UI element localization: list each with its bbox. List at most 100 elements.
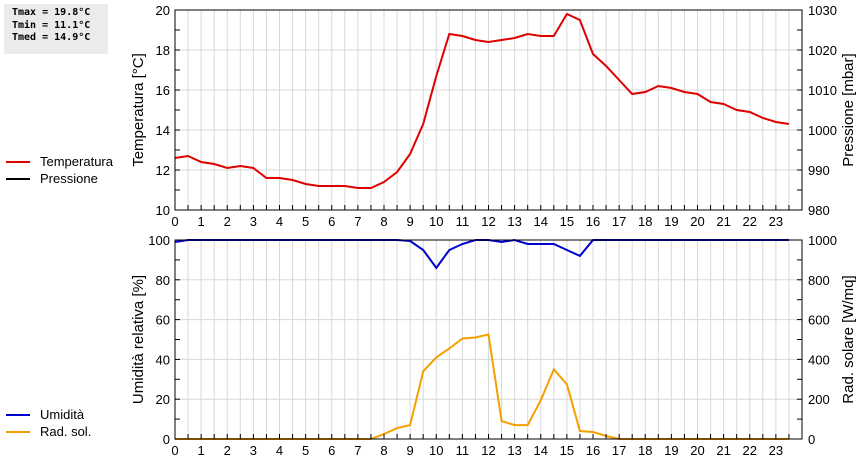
svg-text:5: 5 [302, 443, 309, 458]
svg-text:19: 19 [664, 443, 678, 458]
svg-text:21: 21 [716, 214, 730, 229]
svg-text:980: 980 [808, 203, 830, 218]
svg-text:19: 19 [664, 214, 678, 229]
svg-text:20: 20 [690, 443, 704, 458]
svg-text:800: 800 [808, 273, 830, 288]
svg-text:1030: 1030 [808, 3, 837, 18]
tmin-label: Tmin = 11.1°C [12, 19, 91, 31]
svg-text:13: 13 [507, 443, 521, 458]
svg-text:6: 6 [328, 443, 335, 458]
svg-text:80: 80 [156, 273, 170, 288]
svg-text:100: 100 [148, 233, 170, 248]
legend-item-umidita: Umidità [6, 406, 91, 423]
svg-text:6: 6 [328, 214, 335, 229]
stats-box: Tmax = 19.8°C Tmin = 11.1°C Tmed = 14.9°… [4, 4, 108, 54]
svg-text:3: 3 [250, 443, 257, 458]
legend-label: Rad. sol. [40, 424, 92, 439]
svg-text:9: 9 [407, 443, 414, 458]
umidita-swatch-icon [6, 413, 30, 416]
svg-text:20: 20 [156, 3, 170, 18]
tmed-label: Tmed = 14.9°C [12, 32, 91, 43]
svg-text:2: 2 [224, 443, 231, 458]
svg-text:17: 17 [612, 214, 626, 229]
svg-text:5: 5 [302, 214, 309, 229]
svg-text:0: 0 [171, 214, 178, 229]
svg-text:60: 60 [156, 313, 170, 328]
svg-text:4: 4 [276, 214, 283, 229]
series-line [174, 238, 789, 270]
svg-text:11: 11 [456, 443, 470, 458]
y-axis-title-left: Umidità relativa [%] [130, 275, 147, 404]
svg-text:9: 9 [407, 214, 414, 229]
legend-label: Pressione [40, 171, 98, 186]
svg-text:10: 10 [429, 443, 443, 458]
svg-text:40: 40 [156, 352, 170, 367]
svg-text:1000: 1000 [808, 123, 837, 138]
legend-item-pressione: Pressione [6, 170, 113, 187]
legend-label: Umidità [40, 407, 85, 422]
svg-text:1020: 1020 [808, 43, 837, 58]
svg-text:3: 3 [250, 214, 257, 229]
svg-text:7: 7 [354, 443, 361, 458]
rad-sol-swatch-icon [6, 430, 30, 433]
series-line [174, 12, 790, 189]
svg-text:10: 10 [156, 203, 170, 218]
svg-text:22: 22 [743, 443, 757, 458]
svg-text:13: 13 [507, 214, 521, 229]
temperatura-swatch-icon [6, 160, 30, 163]
legend-item-temperatura: Temperatura [6, 153, 113, 170]
y-axis-title-right: Rad. solare [W/mq] [840, 275, 857, 403]
svg-text:4: 4 [276, 443, 283, 458]
legend-top: Temperatura Pressione [6, 153, 113, 187]
series-line [175, 333, 789, 440]
svg-text:14: 14 [534, 443, 548, 458]
svg-text:20: 20 [156, 392, 170, 407]
svg-text:8: 8 [380, 443, 387, 458]
svg-text:17: 17 [612, 443, 626, 458]
svg-text:400: 400 [808, 352, 830, 367]
svg-text:1: 1 [198, 214, 205, 229]
chart-panel-2: 0 1 2 3 4 5 6 7 8 9 10 11 12 13 14 15 16 17 18 19 20 21 22 2302… [130, 233, 857, 458]
svg-text:990: 990 [808, 163, 830, 178]
svg-text:7: 7 [354, 214, 361, 229]
y-axis-title-right: Pressione [mbar] [840, 53, 857, 166]
svg-text:12: 12 [156, 163, 170, 178]
legend-bottom: Umidità Rad. sol. [6, 406, 91, 440]
svg-text:16: 16 [156, 83, 170, 98]
svg-text:2: 2 [224, 214, 231, 229]
tmax-label: Tmax = 19.8°C [12, 7, 91, 18]
svg-text:0: 0 [163, 432, 170, 447]
svg-text:1010: 1010 [808, 83, 837, 98]
svg-text:16: 16 [586, 214, 600, 229]
chart-panel-1: 0 1 2 3 4 5 6 7 8 9 10 11 12 13 14 15 16 17 18 19 20 21 22 2310… [130, 3, 857, 229]
svg-text:18: 18 [156, 43, 170, 58]
svg-text:10: 10 [429, 214, 443, 229]
svg-text:18: 18 [638, 443, 652, 458]
legend-item-rad-sol: Rad. sol. [6, 423, 91, 440]
svg-text:1: 1 [198, 443, 205, 458]
svg-text:11: 11 [456, 214, 470, 229]
svg-text:15: 15 [560, 214, 574, 229]
svg-text:23: 23 [769, 443, 783, 458]
y-axis-title-left: Temperatura [°C] [130, 53, 147, 167]
svg-text:0: 0 [808, 432, 815, 447]
svg-text:1000: 1000 [808, 233, 837, 248]
svg-text:16: 16 [586, 443, 600, 458]
svg-text:14: 14 [156, 123, 170, 138]
svg-text:22: 22 [743, 214, 757, 229]
svg-text:12: 12 [481, 443, 495, 458]
svg-text:21: 21 [716, 443, 730, 458]
svg-text:8: 8 [380, 214, 387, 229]
legend-label: Temperatura [40, 154, 113, 169]
svg-text:600: 600 [808, 313, 830, 328]
svg-text:0: 0 [171, 443, 178, 458]
svg-text:200: 200 [808, 392, 830, 407]
pressione-swatch-icon [6, 177, 30, 180]
svg-text:12: 12 [481, 214, 495, 229]
svg-text:23: 23 [769, 214, 783, 229]
svg-text:18: 18 [638, 214, 652, 229]
svg-text:20: 20 [690, 214, 704, 229]
svg-text:14: 14 [534, 214, 548, 229]
svg-text:15: 15 [560, 443, 574, 458]
